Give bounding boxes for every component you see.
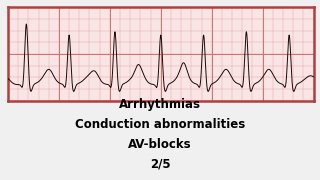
Text: Arrhythmias: Arrhythmias	[119, 98, 201, 111]
Text: Conduction abnormalities: Conduction abnormalities	[75, 118, 245, 131]
Text: 2/5: 2/5	[150, 157, 170, 170]
Text: AV-blocks: AV-blocks	[128, 138, 192, 151]
